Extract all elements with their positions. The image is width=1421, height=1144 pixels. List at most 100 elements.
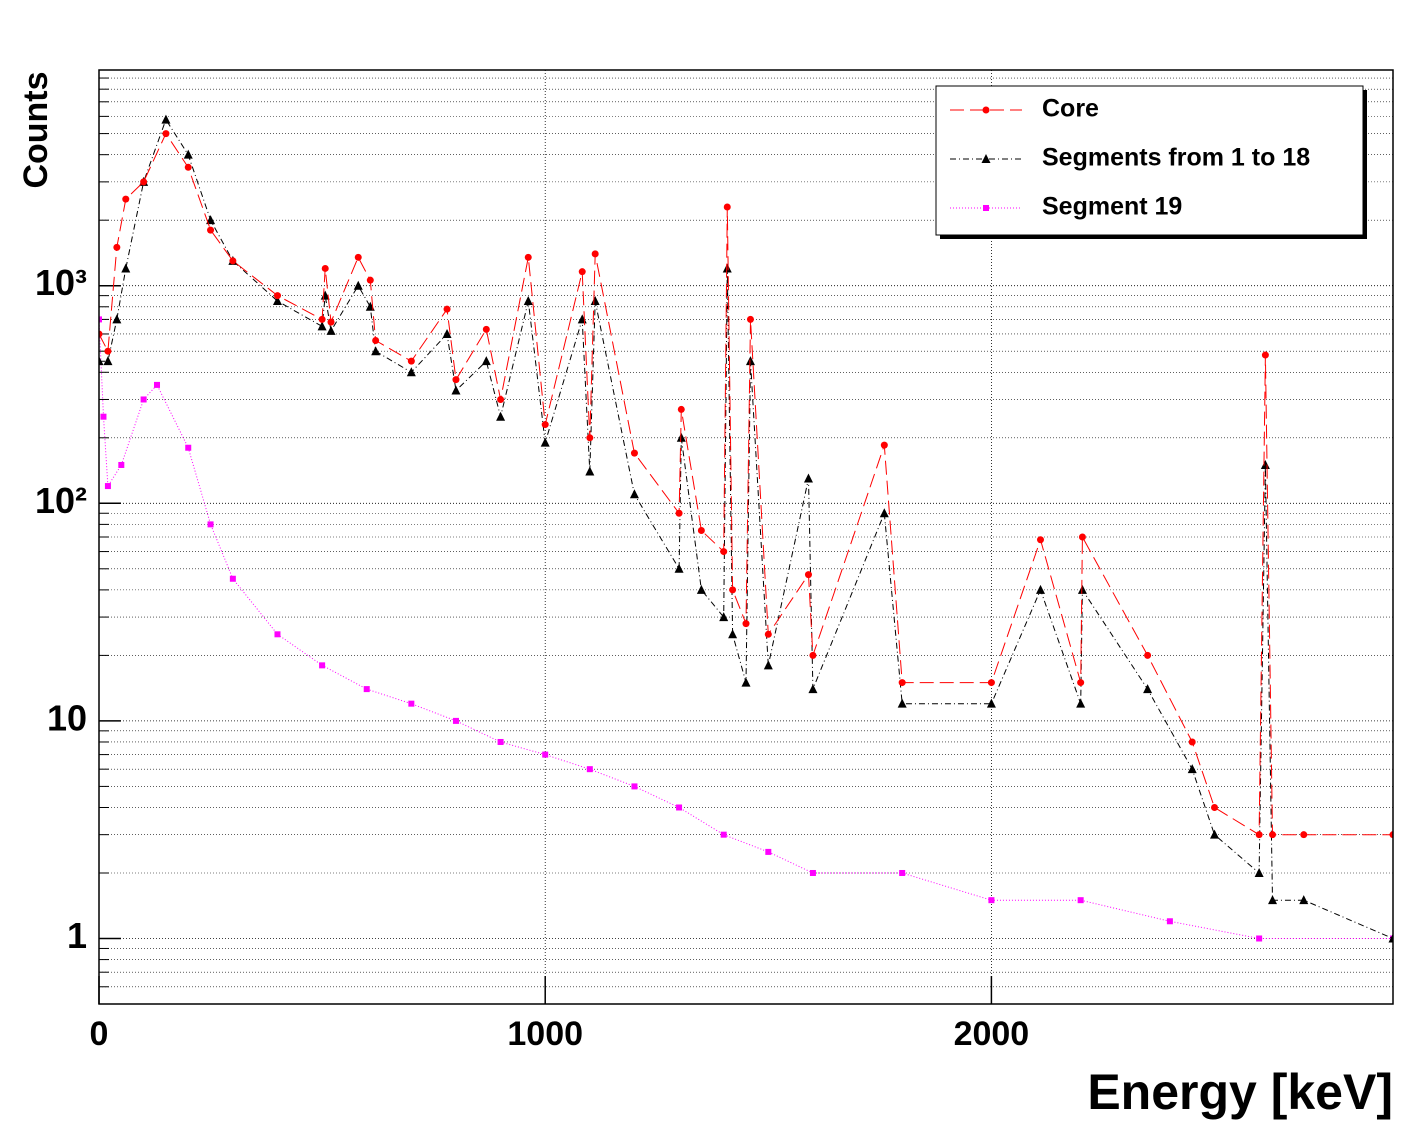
marker: [406, 367, 416, 377]
marker: [523, 296, 533, 306]
marker: [590, 296, 600, 306]
x-tick-label: 2000: [954, 1015, 1030, 1053]
marker: [1078, 533, 1086, 541]
marker: [764, 630, 772, 638]
marker: [1187, 764, 1197, 774]
marker: [1076, 698, 1086, 708]
marker: [591, 250, 599, 258]
marker: [229, 575, 236, 582]
marker: [981, 154, 991, 163]
marker: [742, 620, 750, 628]
marker: [720, 831, 727, 838]
marker: [899, 869, 906, 876]
marker: [1260, 459, 1270, 469]
series-line: [99, 132, 1393, 836]
marker: [229, 257, 237, 265]
marker: [586, 434, 594, 442]
marker: [988, 897, 995, 904]
marker: [184, 163, 192, 171]
marker: [104, 347, 112, 355]
y-axis-title: Counts: [17, 71, 55, 188]
marker: [542, 751, 549, 758]
marker: [161, 114, 171, 124]
marker: [746, 315, 754, 323]
legend-label: Segment 19: [1042, 193, 1182, 221]
marker: [763, 660, 773, 670]
marker: [1261, 351, 1269, 359]
marker: [631, 783, 638, 790]
marker: [722, 263, 732, 273]
marker: [987, 679, 995, 687]
marker: [1255, 831, 1263, 839]
legend-label: Segments from 1 to 18: [1042, 144, 1310, 172]
marker: [676, 432, 686, 442]
marker: [898, 679, 906, 687]
marker: [497, 738, 504, 745]
marker: [1077, 584, 1087, 594]
marker: [803, 473, 813, 483]
marker: [140, 396, 147, 403]
marker: [442, 328, 452, 338]
y-tick-label: 1: [67, 915, 87, 956]
marker: [765, 848, 772, 855]
marker: [481, 356, 491, 366]
legend-box: [935, 85, 1364, 236]
marker: [354, 253, 362, 261]
y-tick-label: 10³: [35, 262, 87, 303]
marker: [982, 106, 990, 114]
marker: [407, 357, 415, 365]
marker: [140, 178, 148, 186]
marker: [808, 684, 818, 694]
marker: [372, 336, 380, 344]
series: [99, 316, 1393, 942]
legend-label: Core: [1042, 95, 1099, 123]
marker: [1256, 935, 1263, 942]
marker: [745, 356, 755, 366]
x-axis-title: Energy [keV]: [1087, 1064, 1393, 1120]
marker: [1077, 897, 1084, 904]
marker: [1144, 651, 1152, 659]
marker: [677, 405, 685, 413]
marker: [319, 662, 326, 669]
marker: [676, 804, 683, 811]
marker: [1077, 679, 1085, 687]
marker: [366, 276, 374, 284]
marker: [1035, 584, 1045, 594]
marker: [317, 321, 327, 331]
marker: [162, 130, 170, 138]
marker: [274, 631, 281, 638]
marker: [452, 717, 459, 724]
marker: [497, 395, 505, 403]
marker: [809, 869, 816, 876]
marker: [696, 584, 706, 594]
y-tick-label: 10²: [35, 480, 87, 521]
marker: [1300, 831, 1308, 839]
marker: [122, 195, 130, 203]
marker: [1166, 918, 1173, 925]
marker: [113, 243, 121, 251]
marker: [443, 305, 451, 313]
marker: [804, 571, 812, 579]
marker: [1188, 738, 1196, 746]
marker: [541, 421, 549, 429]
marker: [1299, 895, 1309, 905]
marker: [183, 149, 193, 159]
marker: [118, 461, 125, 468]
marker: [1268, 895, 1278, 905]
series: [99, 130, 1393, 839]
marker: [321, 264, 329, 272]
marker: [326, 325, 336, 335]
marker: [578, 268, 586, 276]
marker: [273, 292, 281, 300]
marker: [103, 356, 113, 366]
marker: [586, 766, 593, 773]
marker: [207, 226, 215, 234]
plot-frame: [98, 69, 1394, 1005]
marker: [363, 686, 370, 693]
marker: [880, 441, 888, 449]
marker: [121, 263, 131, 273]
marker: [353, 280, 363, 290]
marker: [719, 612, 729, 622]
marker: [272, 296, 282, 306]
